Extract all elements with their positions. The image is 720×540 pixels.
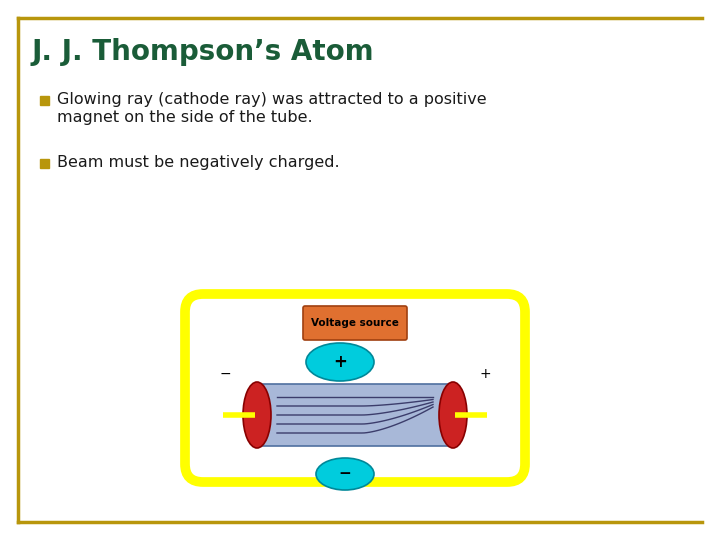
Ellipse shape: [316, 458, 374, 490]
Text: magnet on the side of the tube.: magnet on the side of the tube.: [57, 110, 312, 125]
Text: −: −: [219, 367, 231, 381]
Text: Voltage source: Voltage source: [311, 318, 399, 328]
Bar: [40, 96, 49, 105]
Text: Beam must be negatively charged.: Beam must be negatively charged.: [57, 155, 340, 170]
Text: Glowing ray (cathode ray) was attracted to a positive: Glowing ray (cathode ray) was attracted …: [57, 92, 487, 107]
Bar: [40, 159, 49, 167]
Text: J. J. Thompson’s Atom: J. J. Thompson’s Atom: [32, 38, 374, 66]
Text: +: +: [333, 353, 347, 371]
Text: −: −: [338, 467, 351, 482]
Bar: [255, 384, 455, 446]
Ellipse shape: [439, 382, 467, 448]
Ellipse shape: [306, 343, 374, 381]
Ellipse shape: [243, 382, 271, 448]
Text: +: +: [480, 367, 491, 381]
FancyBboxPatch shape: [303, 306, 407, 340]
